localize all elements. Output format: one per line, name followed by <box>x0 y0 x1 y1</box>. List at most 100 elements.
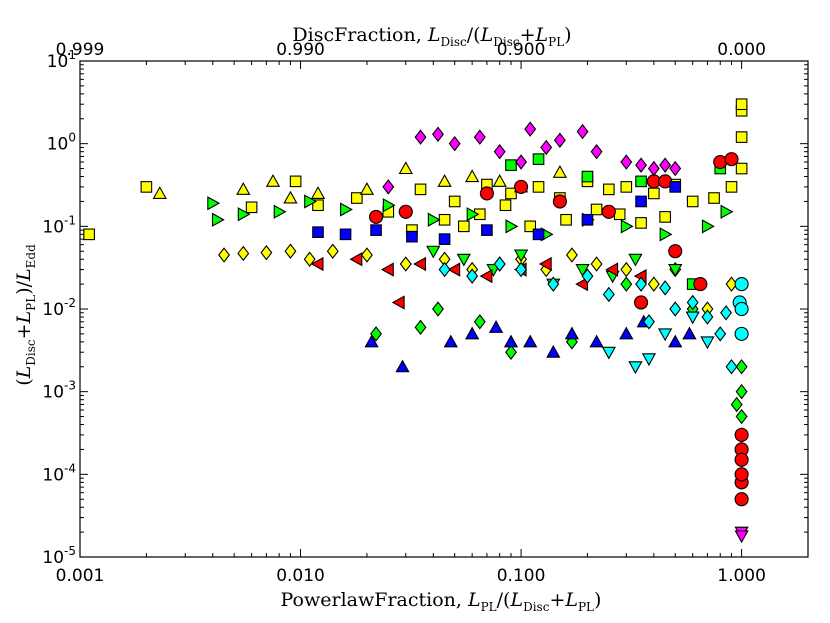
data-point <box>635 195 647 208</box>
data-point <box>620 181 633 193</box>
data-point <box>438 213 451 226</box>
data-point <box>590 143 603 160</box>
data-point <box>493 256 506 272</box>
data-point <box>628 253 643 267</box>
data-point <box>499 199 512 212</box>
data-point <box>734 492 749 507</box>
data-point <box>289 175 302 188</box>
data-point <box>589 334 604 348</box>
data-point <box>505 344 517 360</box>
data-point <box>538 256 552 272</box>
data-point <box>647 160 660 177</box>
data-point <box>552 194 567 209</box>
data-point <box>635 217 647 229</box>
data-point <box>448 135 461 152</box>
data-point <box>642 314 655 330</box>
series-cyan-circles <box>732 277 749 341</box>
data-point <box>514 179 529 194</box>
data-point <box>735 408 748 425</box>
data-point <box>635 175 647 188</box>
top-tick-label: 0.999 <box>56 40 105 60</box>
data-point <box>619 326 634 340</box>
x-tick-label: 0.100 <box>497 566 546 586</box>
data-point <box>685 311 700 325</box>
data-point <box>532 228 545 241</box>
data-point <box>601 346 616 360</box>
data-point <box>414 129 427 145</box>
data-point <box>505 219 519 234</box>
data-point <box>523 334 538 348</box>
x-tick-label: 0.010 <box>276 566 325 586</box>
series-blue-squares <box>312 181 682 245</box>
data-point <box>602 286 615 303</box>
data-point <box>540 139 553 156</box>
data-point <box>447 262 461 277</box>
data-point <box>304 194 317 209</box>
data-point <box>515 154 528 170</box>
data-point <box>473 129 486 145</box>
data-point <box>382 179 395 195</box>
data-point <box>479 186 494 201</box>
data-point <box>140 181 153 193</box>
data-point <box>565 247 578 263</box>
data-point <box>370 224 382 236</box>
top-tick-label: 0.900 <box>497 40 546 60</box>
data-point <box>427 212 441 227</box>
data-point <box>382 198 396 213</box>
data-point <box>391 295 405 310</box>
series-cyan-diamonds <box>438 256 738 375</box>
data-point <box>734 452 749 467</box>
data-point <box>503 334 519 348</box>
data-point <box>668 244 683 259</box>
data-point <box>513 249 529 263</box>
series-red-triangles-left <box>310 252 647 310</box>
data-point <box>735 359 748 375</box>
data-point <box>730 396 743 413</box>
data-point <box>438 233 451 245</box>
data-point <box>339 228 352 241</box>
data-point <box>546 344 561 358</box>
data-point <box>265 174 281 187</box>
data-point <box>686 195 699 208</box>
data-point <box>505 159 517 171</box>
data-point <box>581 268 594 284</box>
data-point <box>635 276 648 292</box>
data-point <box>414 183 427 196</box>
data-point <box>720 305 733 321</box>
data-point <box>735 162 748 175</box>
data-point <box>465 169 480 183</box>
data-point <box>303 251 316 267</box>
data-point <box>312 199 324 212</box>
series-cyan-triangles-down <box>601 311 715 375</box>
data-point <box>260 244 273 261</box>
data-point <box>700 336 715 350</box>
data-point <box>581 170 594 183</box>
data-point <box>724 152 739 167</box>
data-point <box>735 98 748 111</box>
data-point <box>620 154 633 170</box>
data-point <box>659 280 672 296</box>
data-point <box>693 277 708 292</box>
y-tick-label: 10-5 <box>42 544 76 568</box>
plot-frame <box>79 60 809 558</box>
data-point <box>505 187 517 200</box>
data-point <box>437 174 452 187</box>
data-point <box>406 230 418 243</box>
data-point <box>432 301 444 317</box>
data-point <box>605 262 619 277</box>
data-point <box>669 160 682 177</box>
data-point <box>310 256 324 272</box>
data-point <box>368 209 384 224</box>
data-point <box>273 204 287 219</box>
data-point <box>560 213 572 226</box>
data-point <box>668 264 683 277</box>
data-point <box>245 201 258 214</box>
data-point <box>701 309 714 325</box>
data-point <box>734 427 749 442</box>
data-point <box>725 359 738 375</box>
data-point <box>647 276 660 292</box>
data-point <box>701 219 715 234</box>
data-point <box>481 224 493 236</box>
data-point <box>515 261 528 278</box>
